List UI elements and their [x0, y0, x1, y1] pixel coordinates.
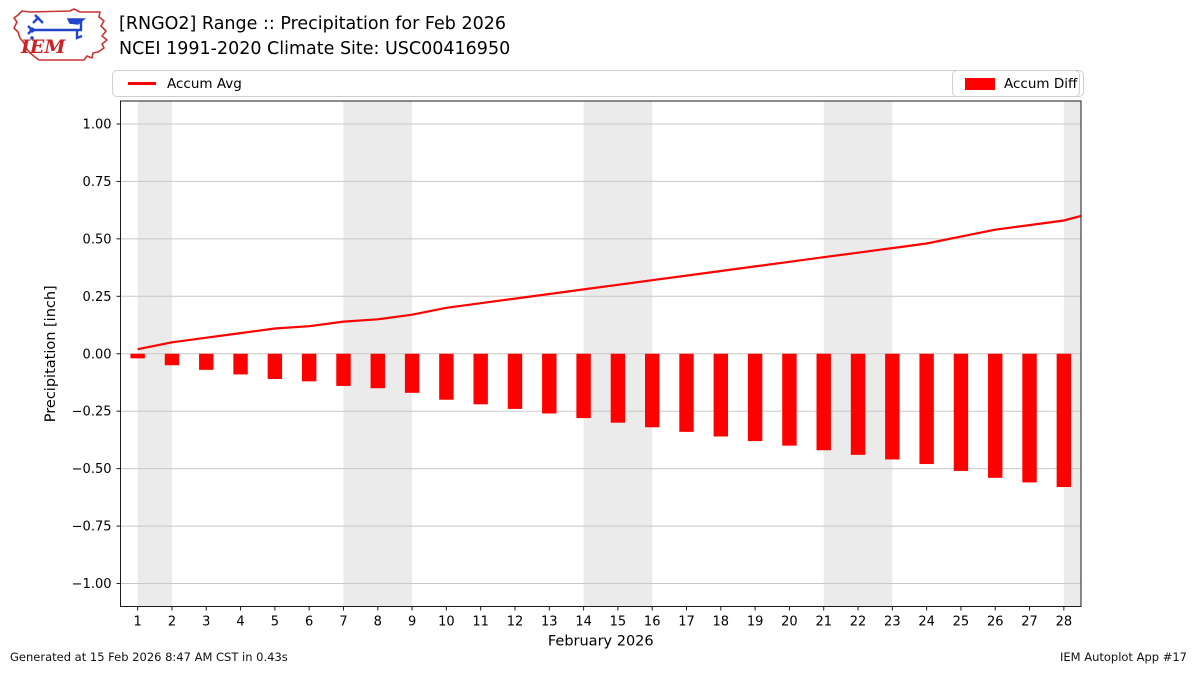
svg-text:0.50: 0.50	[83, 232, 112, 247]
legend-accum-diff: Accum Diff	[952, 70, 1080, 97]
bar-day-17	[679, 353, 694, 432]
bar-day-2	[164, 353, 180, 366]
svg-text:8: 8	[374, 615, 382, 630]
bar-day-24	[919, 353, 934, 465]
bar-day-22	[850, 353, 866, 455]
vane-dot	[30, 36, 34, 40]
bar-day-9	[404, 353, 420, 393]
svg-text:18: 18	[713, 615, 730, 630]
bar-day-8	[370, 353, 385, 389]
svg-text:−0.50: −0.50	[72, 462, 112, 477]
svg-text:6: 6	[305, 615, 313, 630]
svg-text:24: 24	[918, 615, 935, 630]
svg-text:19: 19	[747, 615, 764, 630]
svg-text:27: 27	[1021, 615, 1038, 630]
svg-text:11: 11	[472, 615, 489, 630]
svg-text:4: 4	[236, 615, 244, 630]
svg-text:2: 2	[168, 615, 176, 630]
svg-text:14: 14	[575, 615, 592, 630]
accum-diff-label: Accum Diff	[1004, 75, 1078, 92]
bar-day-18	[713, 353, 729, 437]
bar-day-1	[130, 353, 145, 359]
bar-day-7	[336, 353, 351, 386]
svg-text:1: 1	[134, 615, 142, 630]
bar-day-3	[199, 353, 214, 370]
svg-text:−1.00: −1.00	[72, 577, 112, 592]
svg-text:22: 22	[850, 615, 867, 630]
chart-title-line1: [RNGO2] Range :: Precipitation for Feb 2…	[119, 14, 506, 34]
svg-text:17: 17	[678, 615, 695, 630]
accum-avg-line-swatch	[128, 82, 156, 85]
svg-text:13: 13	[541, 615, 558, 630]
svg-text:28: 28	[1056, 615, 1073, 630]
bar-day-4	[233, 353, 248, 375]
accum-avg-label: Accum Avg	[167, 75, 242, 92]
iowa-state-outline	[13, 8, 108, 61]
svg-text:16: 16	[644, 615, 661, 630]
svg-text:0.00: 0.00	[83, 347, 112, 362]
bar-day-26	[988, 353, 1003, 478]
svg-text:25: 25	[953, 615, 970, 630]
vane-pivot-dot	[29, 27, 35, 33]
x-axis-label: February 2026	[548, 634, 654, 650]
svg-text:0.75: 0.75	[83, 175, 112, 190]
x-tick-labels: 1 2 3 4 5 6 7 8 9 10 11 12 13 14 15 16 17 18 19 20 21 22 23 24 2…	[134, 606, 1073, 630]
bar-day-28	[1056, 353, 1072, 488]
bar-day-12	[507, 353, 523, 409]
bar-day-19	[747, 353, 763, 442]
svg-text:15: 15	[610, 615, 627, 630]
svg-text:12: 12	[507, 615, 524, 630]
accum-diff-bars	[130, 353, 1072, 488]
accum-diff-bar-swatch	[965, 77, 995, 90]
generated-timestamp: Generated at 15 Feb 2026 8:47 AM CST in …	[10, 650, 288, 664]
svg-text:−0.25: −0.25	[72, 405, 112, 420]
chart-title-block: [RNGO2] Range :: Precipitation for Feb 2…	[119, 12, 510, 61]
bar-day-5	[267, 353, 283, 380]
iem-logo: IEM	[8, 5, 112, 65]
bar-day-6	[301, 353, 317, 382]
bar-day-10	[439, 353, 454, 400]
svg-text:3: 3	[202, 615, 210, 630]
svg-text:7: 7	[339, 615, 347, 630]
bar-day-23	[885, 353, 900, 460]
bar-day-21	[816, 353, 831, 451]
svg-text:21: 21	[815, 615, 832, 630]
svg-text:−0.75: −0.75	[72, 520, 112, 535]
svg-text:20: 20	[781, 615, 798, 630]
svg-text:5: 5	[271, 615, 279, 630]
bar-day-27	[1022, 353, 1037, 483]
y-tick-labels: 1.00 0.75 0.50 0.25 0.00 −0.25 −0.50 −0.75 −1.00	[72, 117, 121, 592]
logo-text: IEM	[20, 36, 66, 58]
bar-day-13	[542, 353, 557, 414]
svg-text:23: 23	[884, 615, 901, 630]
bar-day-16	[645, 353, 660, 428]
svg-text:10: 10	[438, 615, 455, 630]
iowa-outline-graphic: IEM	[13, 8, 108, 61]
svg-text:9: 9	[408, 615, 416, 630]
svg-text:0.25: 0.25	[83, 290, 112, 305]
bar-day-15	[610, 353, 626, 423]
y-axis-label: Precipitation [inch]	[43, 285, 59, 422]
legend-accum-avg: Accum Avg	[112, 70, 1084, 97]
chart-title-line2: NCEI 1991-2020 Climate Site: USC00416950	[119, 38, 511, 59]
svg-text:26: 26	[987, 615, 1004, 630]
bar-day-11	[473, 353, 488, 405]
bar-day-14	[576, 353, 591, 419]
app-reference: IEM Autoplot App #17	[1059, 650, 1187, 664]
svg-text:1.00: 1.00	[83, 117, 112, 132]
bar-day-25	[953, 353, 969, 471]
accum-avg-line	[137, 214, 1082, 351]
bar-day-20	[782, 353, 797, 446]
